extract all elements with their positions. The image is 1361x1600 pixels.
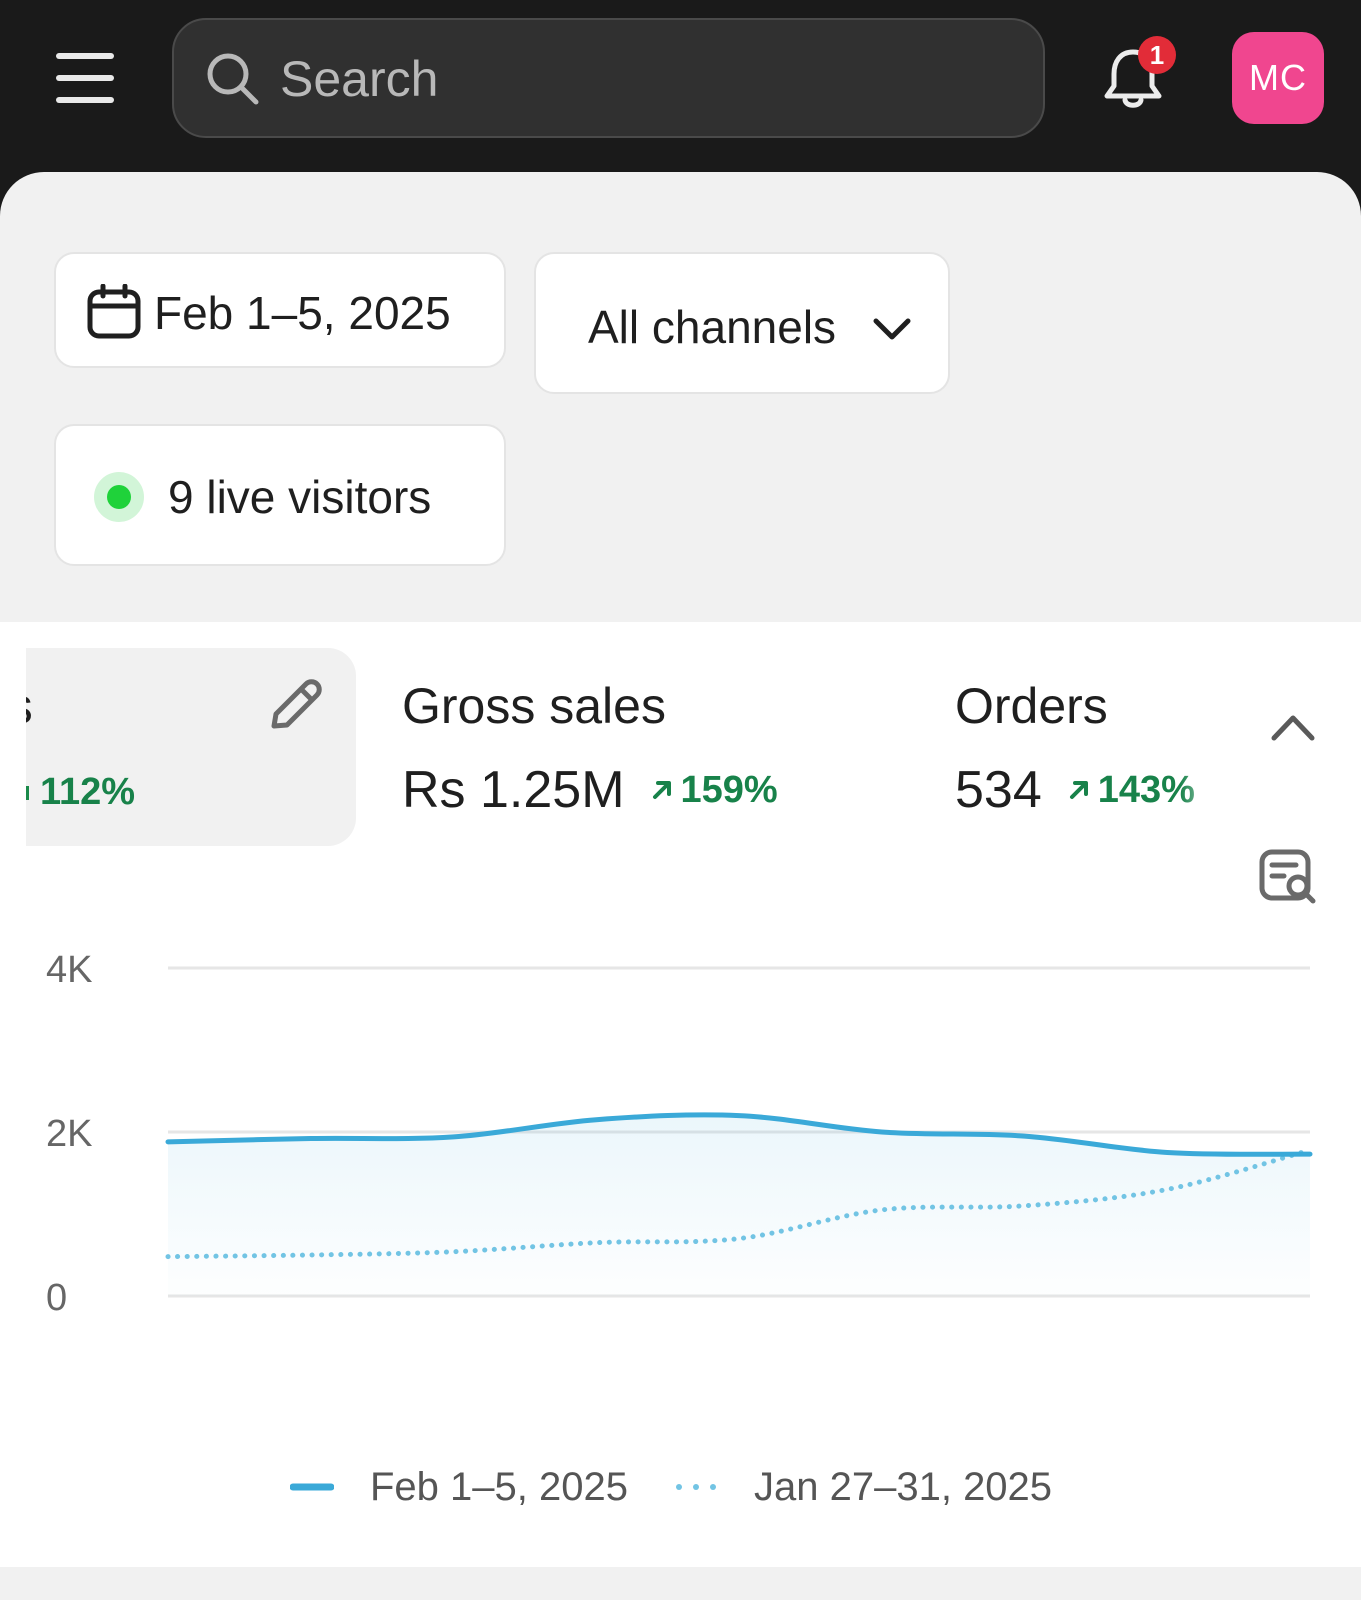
legend-label: Jan 27–31, 2025 (754, 1465, 1053, 1509)
notification-badge: 1 (1138, 36, 1176, 74)
metric-label: ns (26, 678, 33, 734)
search-icon (207, 53, 259, 105)
search-placeholder: Search (280, 51, 439, 107)
metric-change: 112% (40, 771, 136, 813)
report-search-icon[interactable] (1258, 848, 1318, 908)
channel-select[interactable]: All channels (534, 252, 950, 394)
y-tick-label: 2K (46, 1113, 92, 1155)
y-tick-label: 0 (46, 1277, 67, 1319)
live-dot-icon (107, 485, 131, 509)
legend-item-current[interactable]: Feb 1–5, 2025 (290, 1462, 628, 1512)
metric-change: 143% (1097, 769, 1195, 811)
chart-legend: Feb 1–5, 2025 Jan 27–31, 2025 (0, 1462, 1361, 1512)
analytics-card: ns 112% Gross sales Rs 1.25M 159% Orders… (0, 622, 1361, 1567)
metric-trend-fragment (26, 786, 29, 800)
metric-tile-orders[interactable]: Orders 534 143% (955, 678, 1195, 820)
date-range-label: Feb 1–5, 2025 (154, 287, 451, 339)
metric-change: 159% (680, 769, 778, 811)
metric-value: 534 (955, 761, 1042, 819)
legend-dotted-swatch (676, 1484, 716, 1490)
trend-up-icon (1069, 781, 1088, 799)
legend-item-previous[interactable]: Jan 27–31, 2025 (674, 1462, 1052, 1512)
chevron-up-icon[interactable] (1270, 712, 1316, 742)
live-visitors-button[interactable]: 9 live visitors (54, 424, 506, 566)
search-input[interactable]: Search (172, 18, 1045, 138)
series-line-current (165, 1112, 1313, 1157)
series-area-fill (168, 1114, 1310, 1296)
scroll-fade (1180, 622, 1230, 862)
top-bar: Search 1 MC (0, 0, 1361, 172)
metric-label: Orders (955, 678, 1108, 734)
filter-panel: Feb 1–5, 2025 All channels 9 live visito… (0, 172, 1361, 622)
metric-tile-selected[interactable]: ns 112% (26, 648, 356, 846)
series-line-previous (165, 1147, 1313, 1260)
pencil-icon[interactable] (264, 676, 324, 736)
metric-label: Gross sales (402, 678, 666, 734)
calendar-icon (87, 284, 141, 339)
y-tick-label: 4K (46, 949, 92, 991)
metric-value: Rs 1.25M (402, 761, 625, 819)
legend-solid-swatch (290, 1483, 334, 1491)
date-range-button[interactable]: Feb 1–5, 2025 (54, 252, 506, 368)
legend-label: Feb 1–5, 2025 (370, 1465, 628, 1509)
metric-tile-gross-sales[interactable]: Gross sales Rs 1.25M 159% (402, 678, 778, 820)
channel-label: All channels (588, 301, 837, 353)
chevron-down-icon (873, 318, 911, 340)
avatar[interactable]: MC (1232, 32, 1324, 124)
page-bottom (0, 1567, 1361, 1600)
menu-icon[interactable] (54, 50, 116, 106)
live-visitors-label: 9 live visitors (168, 471, 432, 523)
trend-up-icon (652, 781, 671, 799)
